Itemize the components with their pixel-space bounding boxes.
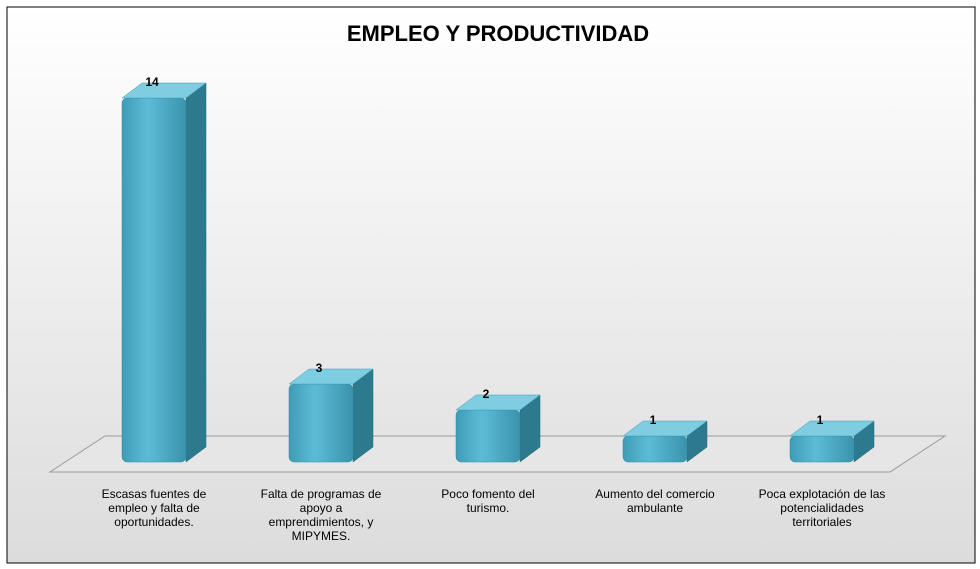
- bar: [288, 383, 354, 463]
- bar: [789, 435, 855, 463]
- bar-top: [789, 420, 875, 437]
- chart-title: EMPLEO Y PRODUCTIVIDAD: [347, 21, 649, 46]
- x-tick-label: Poca explotación de las potencialidades …: [758, 487, 886, 529]
- x-tick-label: Falta de programas de apoyo a emprendimi…: [260, 487, 382, 543]
- bar-side: [352, 368, 374, 463]
- x-tick-label: Escasas fuentes de empleo y falta de opo…: [101, 487, 207, 529]
- x-tick-label: Poco fomento del turismo.: [441, 487, 535, 515]
- bar: [121, 97, 187, 463]
- value-label: 3: [316, 361, 323, 375]
- bar-top: [121, 82, 207, 99]
- bar-top: [288, 368, 374, 385]
- value-label: 1: [817, 413, 824, 427]
- value-label: 1: [650, 413, 657, 427]
- bar: [622, 435, 688, 463]
- bar: [455, 409, 521, 463]
- bar-side: [185, 82, 207, 463]
- bar-top: [455, 394, 541, 411]
- bar-top: [622, 420, 708, 437]
- value-label: 14: [145, 75, 159, 89]
- x-tick-label: Aumento del comercio ambulante: [595, 487, 715, 515]
- value-label: 2: [483, 387, 490, 401]
